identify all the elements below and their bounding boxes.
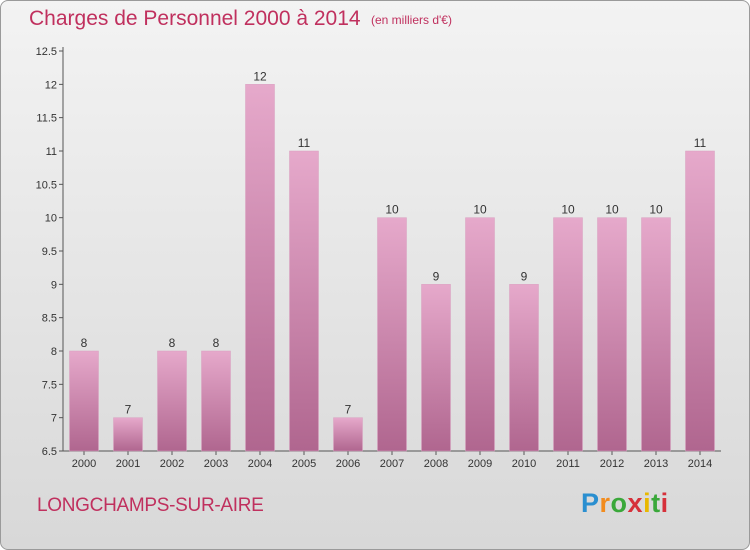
bar-2012 xyxy=(597,217,627,452)
proxiti-logo[interactable]: Proxiti xyxy=(581,488,669,518)
x-tick-label-2011: 2011 xyxy=(556,458,580,470)
x-tick-label-2009: 2009 xyxy=(468,458,492,470)
labels-group: 2000 8 2001 7 2002 8 2003 8 2004 12 2005 11 2006 7 200… xyxy=(72,69,712,470)
bar-2014 xyxy=(685,150,715,452)
chart-title: Charges de Personnel 2000 à 2014 xyxy=(29,7,361,30)
y-tick-label: 9.5 xyxy=(42,246,57,258)
x-tick-label-2003: 2003 xyxy=(204,458,228,470)
bar-2010 xyxy=(509,284,539,452)
y-tick-label: 10 xyxy=(45,213,57,225)
bar-2011 xyxy=(553,217,583,452)
bar-2002 xyxy=(157,350,187,452)
y-tick-label: 12 xyxy=(45,79,57,91)
x-tick-label-2008: 2008 xyxy=(424,458,448,470)
y-tick-label: 11 xyxy=(46,146,57,158)
y-tick-label: 9 xyxy=(51,279,57,291)
value-label-2007: 10 xyxy=(385,203,399,217)
chart-subtitle: (en milliers d'€) xyxy=(371,13,452,27)
value-label-2012: 10 xyxy=(605,203,619,217)
value-label-2009: 10 xyxy=(473,203,487,217)
value-label-2010: 9 xyxy=(521,269,528,283)
value-label-2005: 11 xyxy=(298,136,311,150)
value-label-2004: 12 xyxy=(253,69,267,83)
bar-2005 xyxy=(289,150,319,452)
x-tick-label-2005: 2005 xyxy=(292,458,316,470)
y-tick-label: 8 xyxy=(51,346,57,358)
x-tick-label-2000: 2000 xyxy=(72,458,96,470)
bars-group xyxy=(69,84,715,452)
bar-2001 xyxy=(113,417,143,452)
bar-2004 xyxy=(245,84,275,452)
bar-2006 xyxy=(333,417,363,452)
value-label-2000: 8 xyxy=(81,336,88,350)
bar-2008 xyxy=(421,284,451,452)
x-tick-label-2004: 2004 xyxy=(248,458,272,470)
value-label-2013: 10 xyxy=(649,203,663,217)
value-label-2003: 8 xyxy=(213,336,220,350)
place-name: LONGCHAMPS-SUR-AIRE xyxy=(37,495,264,516)
x-tick-label-2001: 2001 xyxy=(116,458,140,470)
value-label-2014: 11 xyxy=(694,136,707,150)
value-label-2001: 7 xyxy=(125,403,132,417)
x-tick-label-2007: 2007 xyxy=(380,458,404,470)
x-tick-label-2002: 2002 xyxy=(160,458,184,470)
bar-2000 xyxy=(69,350,99,452)
value-label-2006: 7 xyxy=(345,403,352,417)
y-tick-label: 7 xyxy=(51,413,57,425)
x-tick-label-2013: 2013 xyxy=(644,458,668,470)
bar-2013 xyxy=(641,217,671,452)
bar-2007 xyxy=(377,217,407,452)
y-tick-label: 12.5 xyxy=(36,46,57,58)
value-label-2011: 10 xyxy=(561,203,575,217)
x-tick-label-2012: 2012 xyxy=(600,458,624,470)
x-tick-label-2010: 2010 xyxy=(512,458,536,470)
y-tick-label: 8.5 xyxy=(42,313,57,325)
y-tick-label: 6.5 xyxy=(42,446,57,458)
x-tick-label-2014: 2014 xyxy=(688,458,712,470)
x-tick-label-2006: 2006 xyxy=(336,458,360,470)
value-label-2008: 9 xyxy=(433,269,440,283)
value-label-2002: 8 xyxy=(169,336,176,350)
y-tick-label: 7.5 xyxy=(42,379,57,391)
y-tick-label: 11.5 xyxy=(36,113,57,125)
bar-2009 xyxy=(465,217,495,452)
bar-2003 xyxy=(201,350,231,452)
y-tick-label: 10.5 xyxy=(36,179,57,191)
